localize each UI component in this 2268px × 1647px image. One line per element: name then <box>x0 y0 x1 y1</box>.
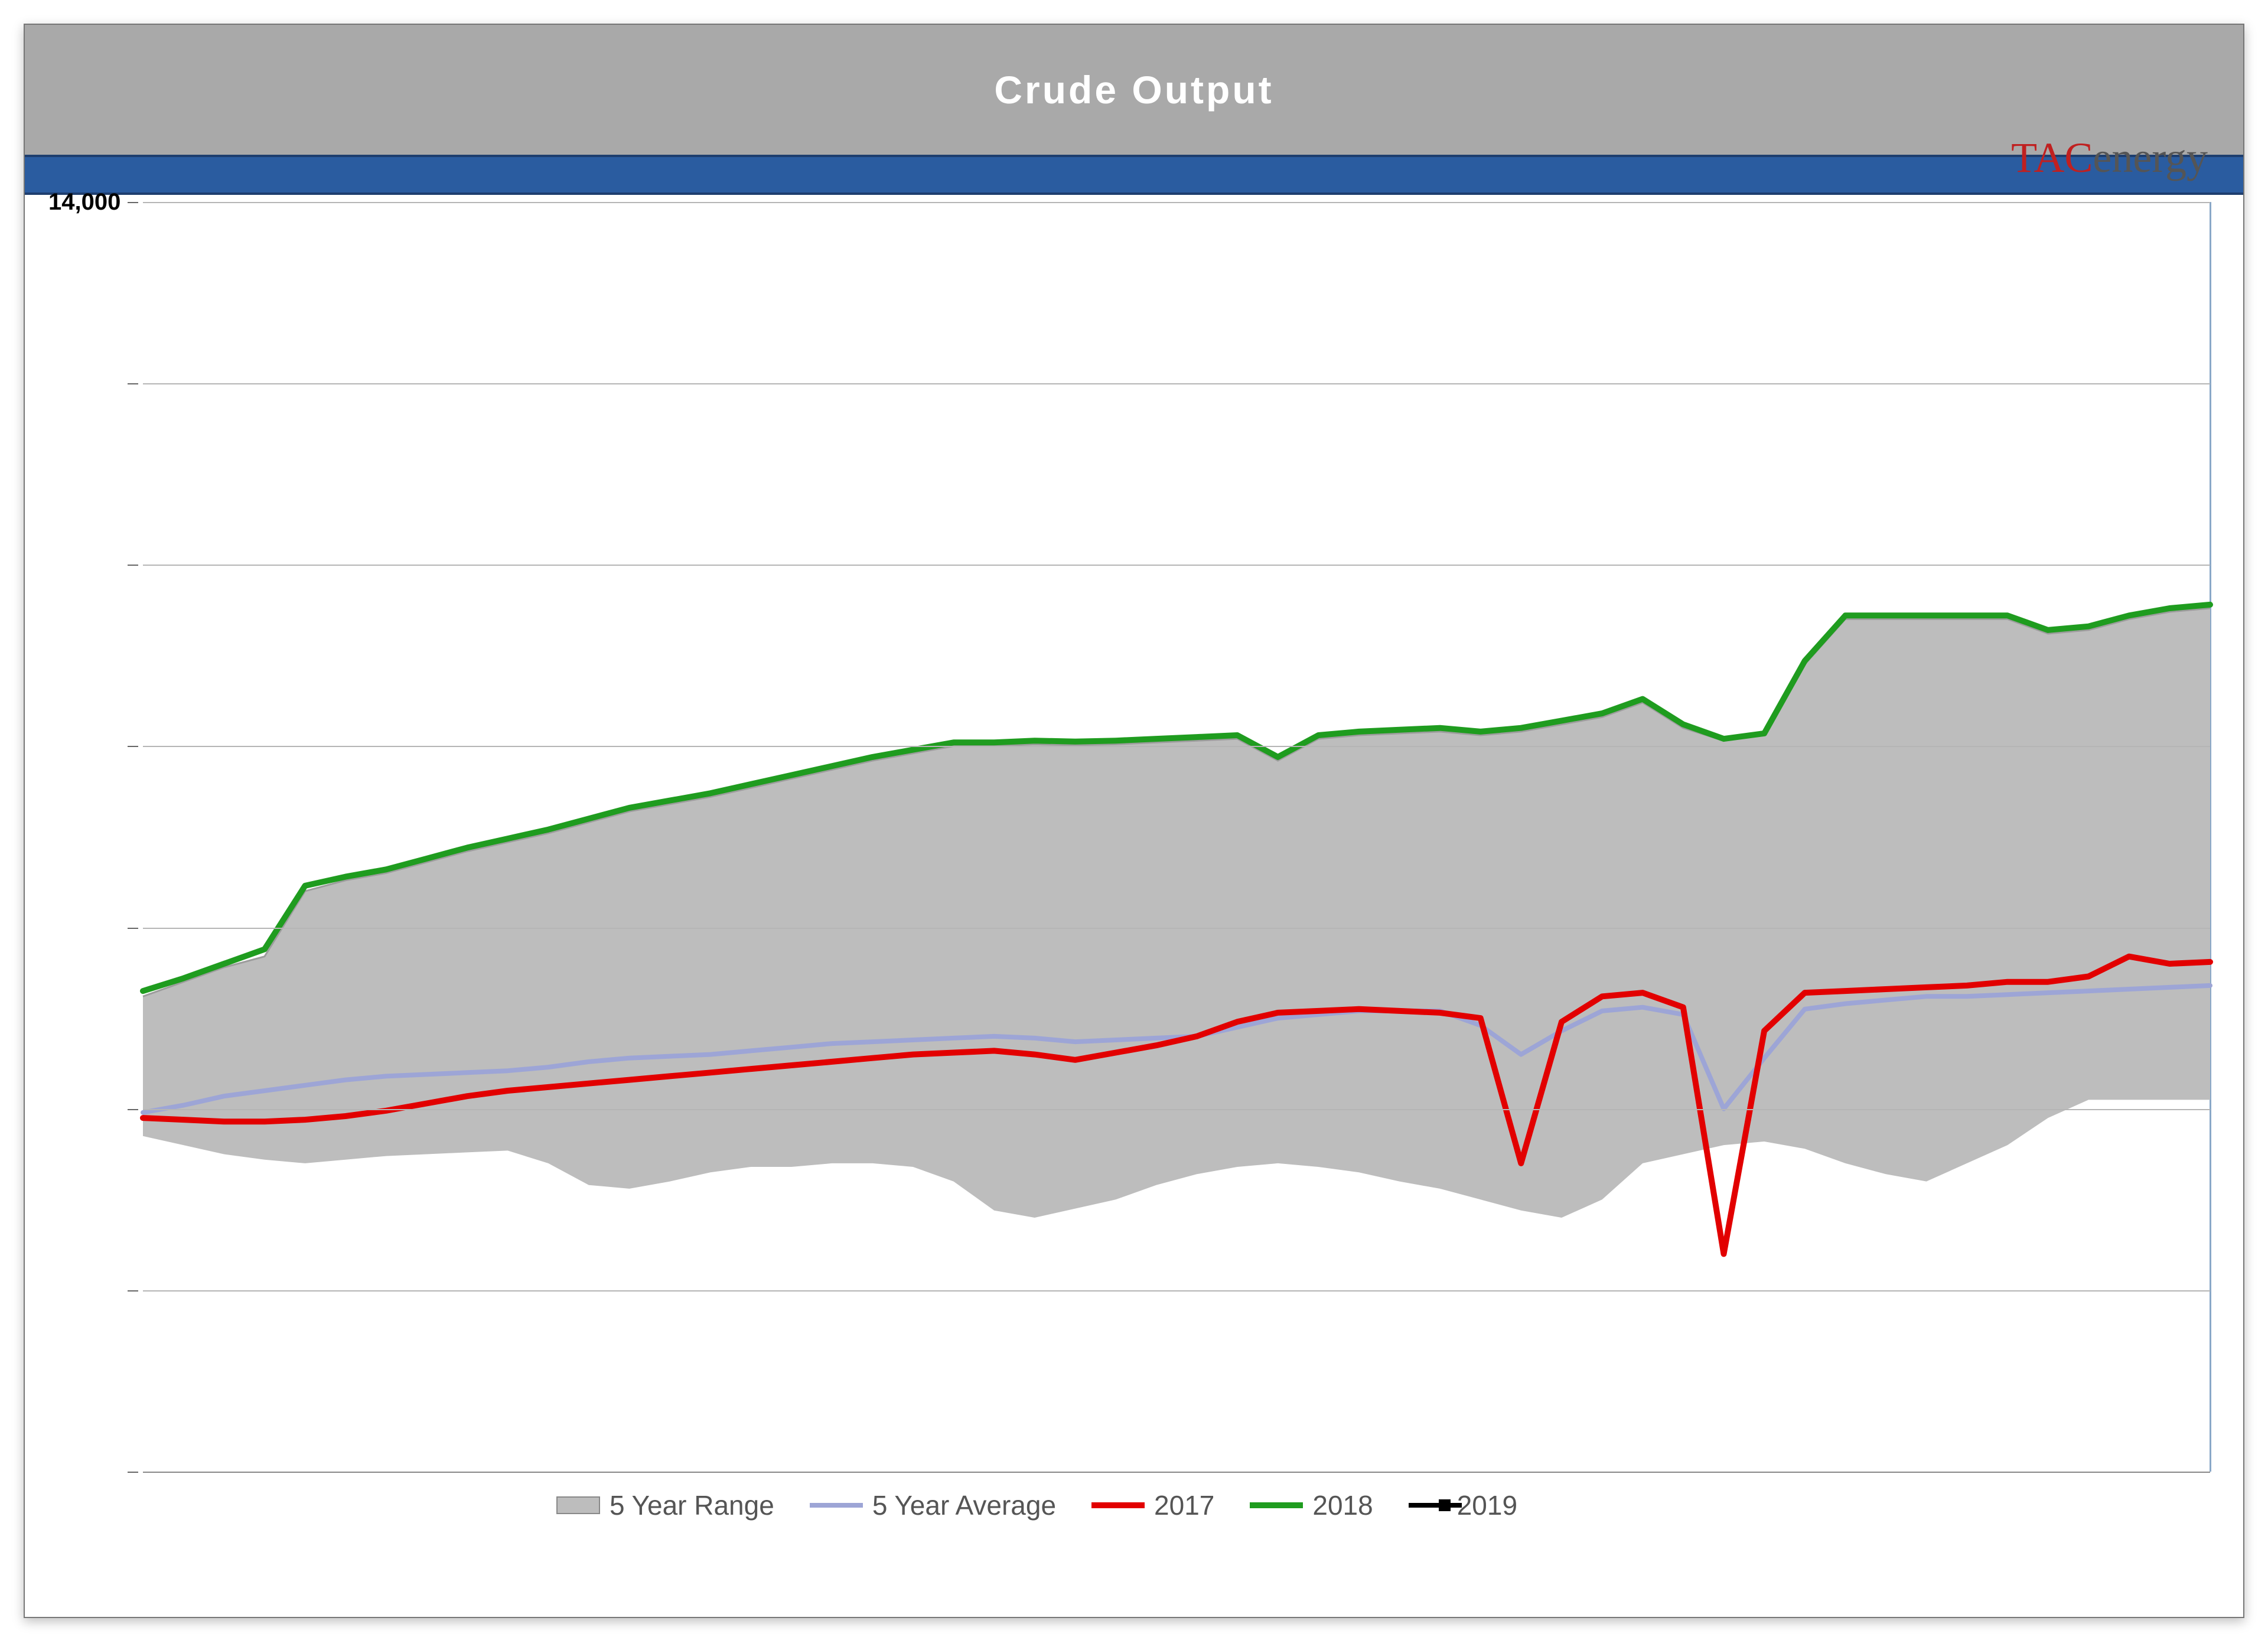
legend-item-2019: 2019 <box>1409 1489 1517 1521</box>
y-tick <box>128 565 138 566</box>
logo: TACenergy <box>2011 133 2208 182</box>
gridline <box>143 202 2210 203</box>
blue-band <box>25 155 2243 195</box>
logo-tac: TAC <box>2011 134 2093 181</box>
gridline <box>143 746 2210 747</box>
y-tick <box>128 1109 138 1110</box>
y-tick <box>128 746 138 747</box>
gridline <box>143 928 2210 929</box>
legend-label-2018: 2018 <box>1312 1489 1373 1521</box>
legend-marker-2019 <box>1439 1499 1451 1511</box>
logo-energy: energy <box>2093 134 2208 181</box>
legend-label-avg: 5 Year Average <box>872 1489 1056 1521</box>
gridline <box>143 565 2210 566</box>
y-tick <box>128 1472 138 1473</box>
legend-swatch-range <box>556 1496 600 1514</box>
legend-item-2018: 2018 <box>1250 1489 1373 1521</box>
chart-frame: Crude Output TACenergy 14,000 5 Year Ran… <box>24 24 2244 1618</box>
range-band <box>143 608 2210 1218</box>
chart-title: Crude Output <box>994 68 1273 112</box>
legend-swatch-avg <box>810 1503 863 1508</box>
y-tick <box>128 383 138 384</box>
legend-swatch-2019 <box>1409 1503 1462 1508</box>
legend: 5 Year Range 5 Year Average 2017 2018 20… <box>556 1489 1517 1521</box>
y-tick <box>128 928 138 929</box>
legend-label-range: 5 Year Range <box>610 1489 774 1521</box>
legend-item-avg: 5 Year Average <box>810 1489 1056 1521</box>
legend-swatch-2018 <box>1250 1502 1303 1508</box>
legend-swatch-2017 <box>1091 1502 1145 1508</box>
gridline <box>143 1290 2210 1291</box>
legend-item-2017: 2017 <box>1091 1489 1214 1521</box>
gridline <box>143 1109 2210 1110</box>
y-tick <box>128 1290 138 1291</box>
title-band: Crude Output <box>25 25 2243 155</box>
chart-svg <box>143 202 2210 1472</box>
legend-label-2019: 2019 <box>1457 1489 1517 1521</box>
gridline <box>143 383 2210 384</box>
y-tick <box>128 202 138 203</box>
y-axis-max-label: 14,000 <box>48 189 120 216</box>
plot-area <box>143 202 2210 1473</box>
legend-label-2017: 2017 <box>1154 1489 1214 1521</box>
legend-item-range: 5 Year Range <box>556 1489 774 1521</box>
